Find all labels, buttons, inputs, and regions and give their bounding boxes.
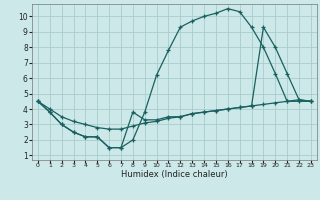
X-axis label: Humidex (Indice chaleur): Humidex (Indice chaleur) — [121, 170, 228, 179]
